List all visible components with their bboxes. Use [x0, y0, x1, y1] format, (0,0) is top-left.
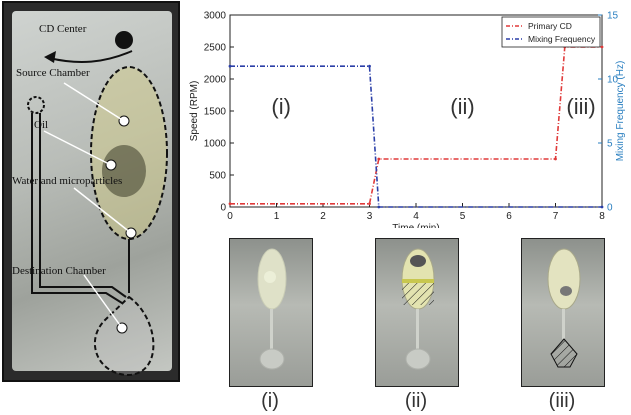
- series-point-0: [377, 157, 381, 161]
- rotation-arrow: [48, 50, 133, 64]
- y-right-tick-label: 0: [607, 203, 613, 214]
- thumb-photo-iii: [521, 238, 605, 387]
- x-tick-label: 4: [413, 211, 419, 222]
- x-tick-label: 2: [320, 211, 326, 222]
- x-tick-label: 3: [367, 211, 373, 222]
- series-point-1: [377, 205, 381, 209]
- y-left-tick-label: 3000: [204, 11, 227, 22]
- x-tick-label: 7: [553, 211, 559, 222]
- y-right-axis-label: Mixing Frequency (Hz): [615, 61, 626, 162]
- photo-overlay: [27, 31, 168, 377]
- series-point-0: [228, 202, 232, 206]
- series-line-1: [230, 65, 602, 208]
- x-axis-label: Time (min): [392, 223, 439, 228]
- cd-center-marker: [115, 31, 133, 49]
- y-left-tick-label: 2500: [204, 43, 227, 54]
- thumb-label-i: (i): [261, 390, 279, 412]
- legend-box: [501, 16, 601, 48]
- rotation-arrowhead: [44, 51, 56, 63]
- disc-background: [12, 11, 172, 371]
- chart-svg: 012345678050010001500200025003000051015T…: [189, 11, 626, 229]
- pointer-line-oil: [43, 130, 112, 166]
- x-tick-label: 6: [506, 211, 512, 222]
- microparticles-blob: [102, 145, 146, 197]
- label-water-microparticles: Water and microparticles: [12, 175, 123, 187]
- series-point-1: [600, 205, 604, 209]
- y-left-tick-label: 0: [220, 203, 226, 214]
- pointer-line-water: [73, 187, 132, 234]
- series-point-0: [600, 45, 604, 49]
- x-tick-label: 8: [599, 211, 605, 222]
- thumb-photo-ii: [375, 238, 459, 387]
- x-tick-label: 0: [227, 211, 233, 222]
- series-point-1: [228, 64, 232, 68]
- pointer-line-source: [63, 82, 125, 122]
- y-left-axis-label: Speed (RPM): [189, 81, 200, 142]
- label-oil: Oil: [34, 119, 49, 131]
- y-left-tick-label: 2000: [204, 75, 227, 86]
- legend-label: Primary CD: [528, 21, 572, 31]
- x-tick-label: 1: [274, 211, 280, 222]
- series-point-0: [368, 202, 371, 206]
- pointer-line-destination: [83, 274, 123, 329]
- y-left-tick-label: 1000: [204, 139, 227, 150]
- region-label: (iii): [566, 94, 595, 119]
- speed-frequency-chart: 012345678050010001500200025003000051015T…: [185, 0, 631, 229]
- label-source-chamber: Source Chamber: [16, 67, 90, 79]
- thumb-photo-i: [229, 238, 313, 387]
- y-left-tick-label: 1500: [204, 107, 227, 118]
- x-tick-label: 5: [460, 211, 466, 222]
- label-destination-chamber: Destination Chamber: [12, 265, 106, 277]
- microfluidic-disc-photo: CD Center Source Chamber Oil Water and m…: [2, 1, 180, 382]
- thumb-label-iii: (iii): [548, 390, 576, 412]
- thumb-label-ii: (ii): [404, 390, 428, 412]
- destination-chamber-outline: [93, 295, 155, 377]
- series-point-1: [368, 64, 371, 68]
- y-right-tick-label: 15: [607, 11, 619, 22]
- y-right-tick-label: 10: [607, 75, 619, 86]
- y-right-tick-label: 5: [607, 139, 613, 150]
- oil-channel: [31, 113, 127, 304]
- y-left-tick-label: 500: [209, 171, 226, 182]
- legend-label: Mixing Frequency: [528, 34, 596, 44]
- label-cd-center: CD Center: [39, 23, 87, 35]
- series-point-0: [554, 157, 557, 161]
- region-label: (ii): [450, 94, 474, 119]
- region-label: (i): [271, 94, 291, 119]
- oil-reservoir: [27, 96, 45, 114]
